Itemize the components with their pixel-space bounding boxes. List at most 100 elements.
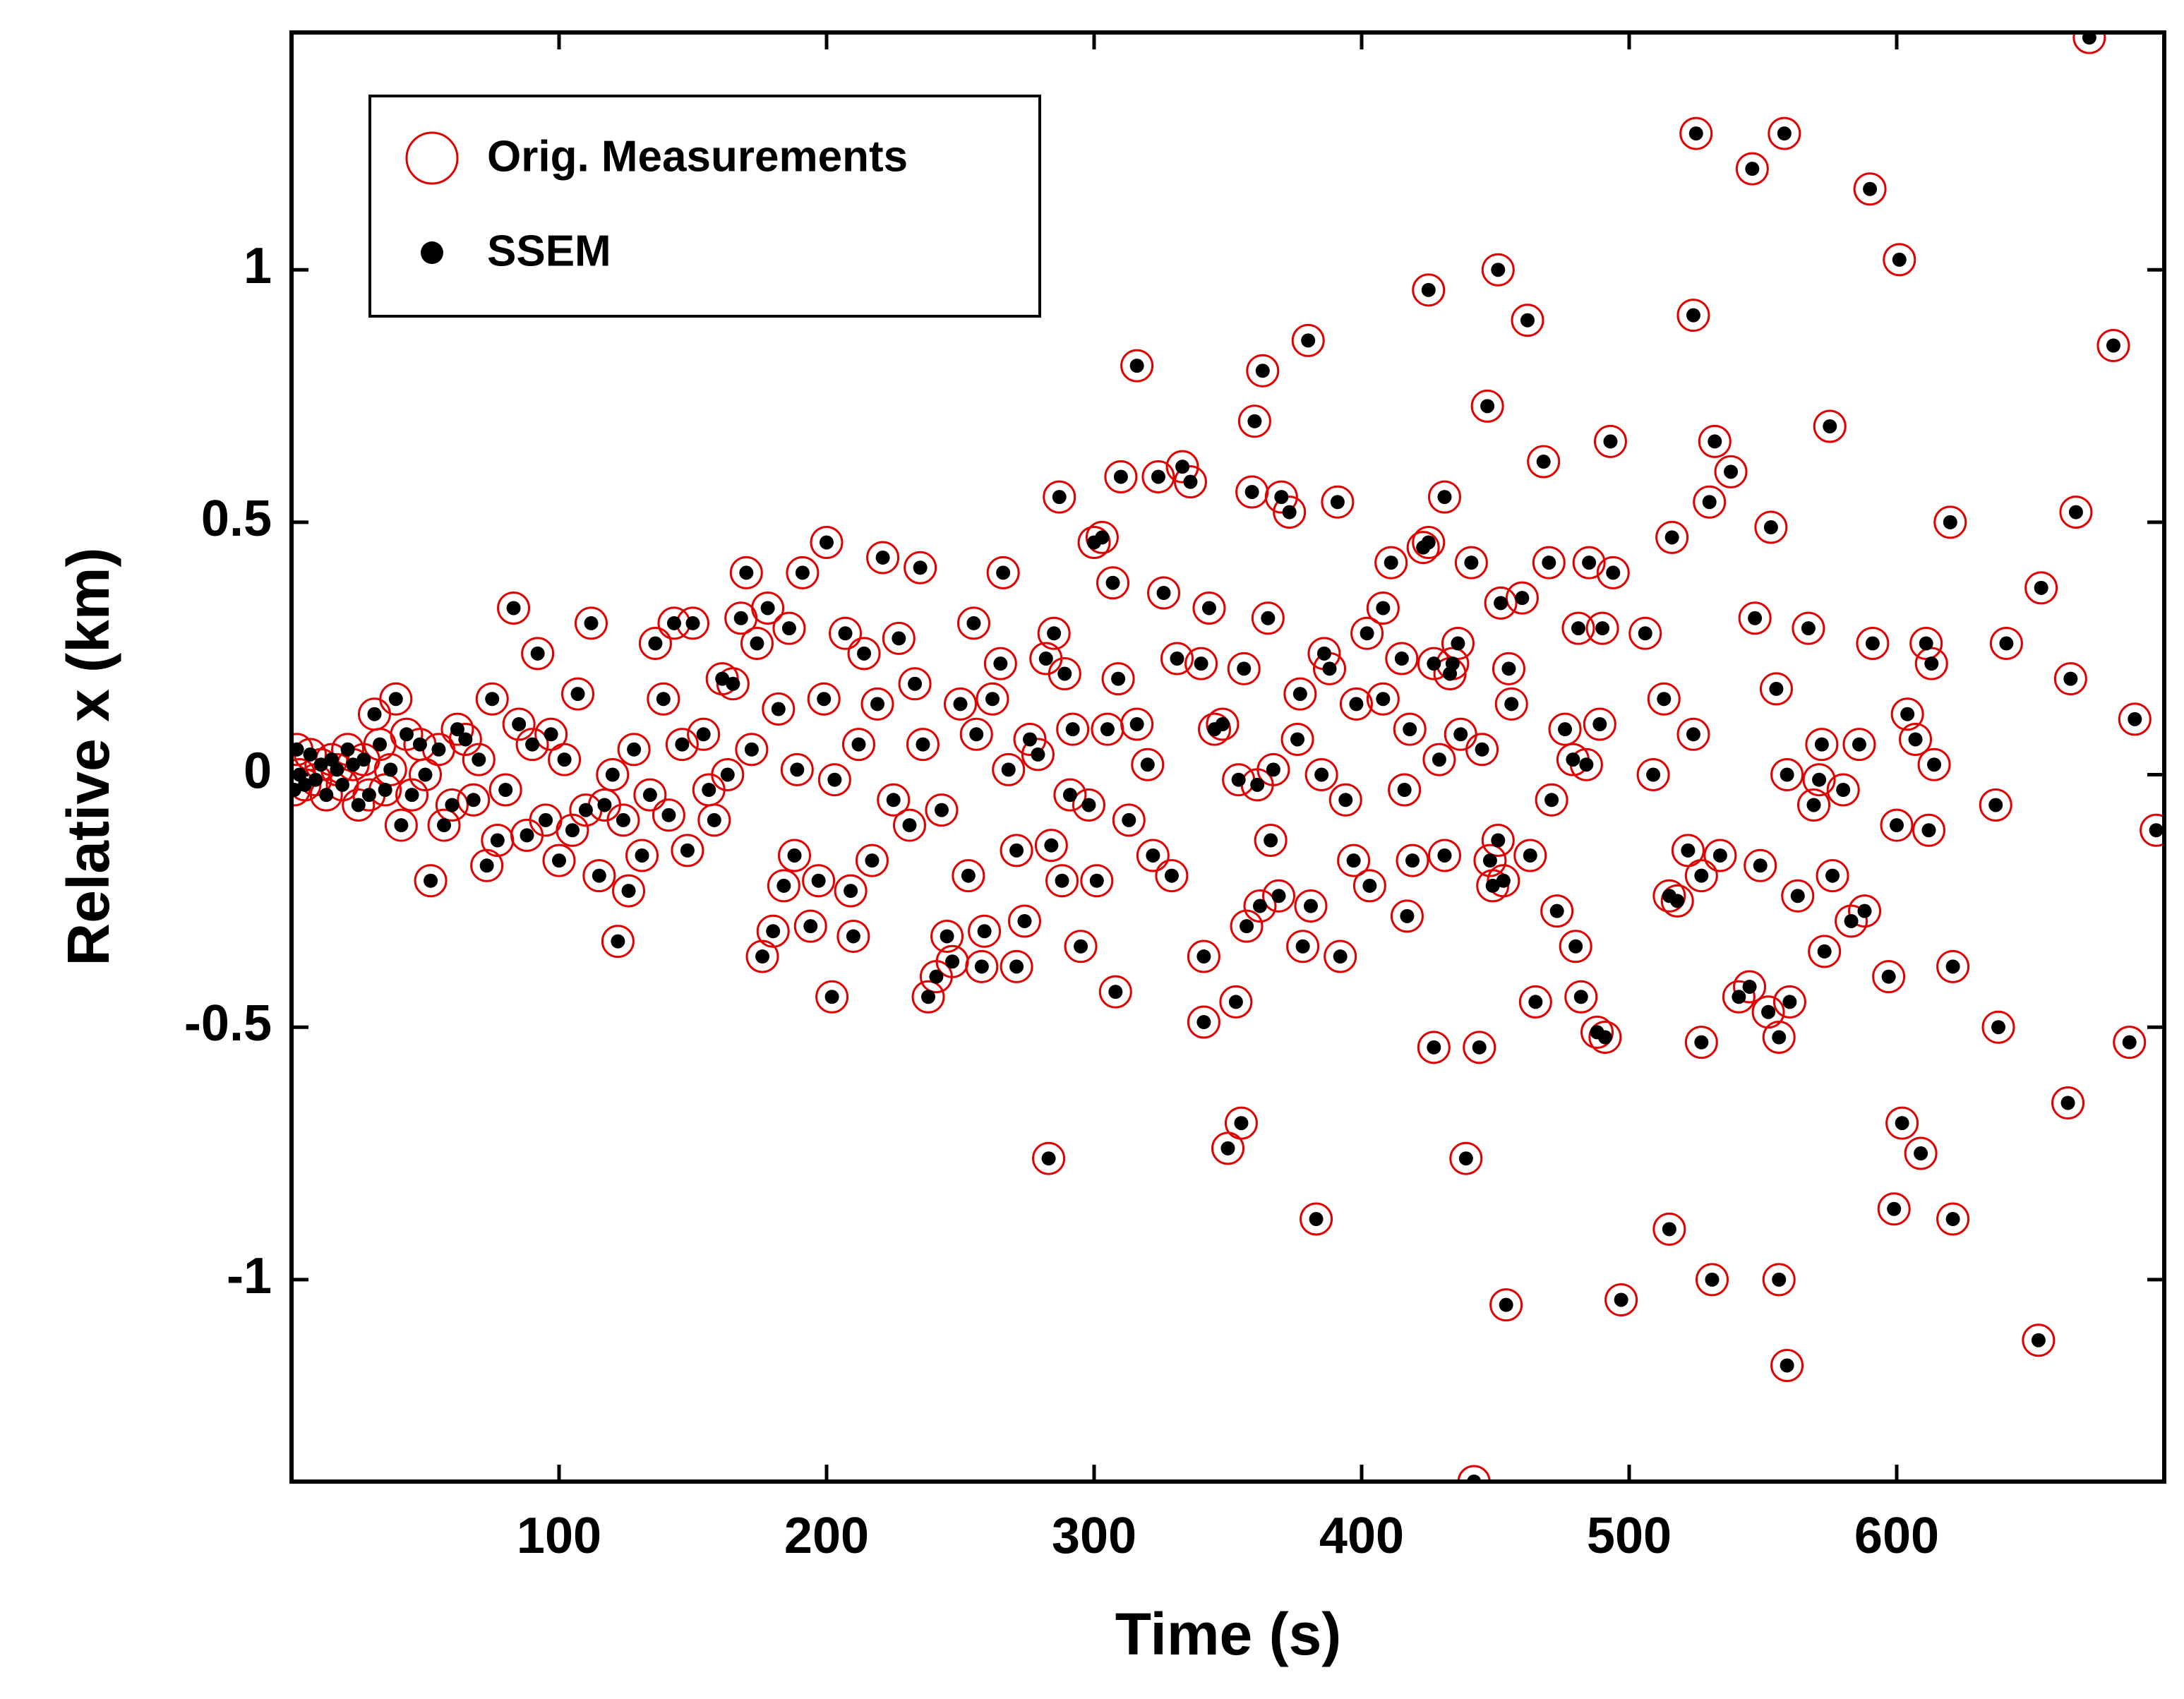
ssem-point	[445, 798, 460, 812]
measurement-point	[1131, 748, 1165, 781]
measurement-point	[384, 808, 418, 842]
measurement-point	[1324, 939, 1357, 973]
ssem-point	[1228, 995, 1243, 1009]
ssem-point	[2128, 712, 2142, 726]
ssem-point	[1769, 681, 1784, 696]
ssem-point	[512, 717, 527, 732]
ssem-point	[1895, 1116, 1909, 1131]
measurement-point	[1492, 652, 1525, 685]
ssem-point	[1349, 697, 1364, 712]
ssem-point	[1400, 908, 1415, 923]
measurement-point	[860, 687, 894, 721]
measurement-point	[1321, 485, 1355, 519]
measurement-point	[745, 939, 779, 973]
measurement-point	[1449, 1141, 1483, 1175]
ssem-point	[1047, 626, 1062, 641]
measurement-point	[497, 591, 531, 625]
ssem-point	[292, 782, 301, 797]
measurement-point	[481, 824, 515, 858]
ssem-point	[1290, 732, 1305, 747]
ssem-point	[1394, 652, 1409, 666]
ssem-point	[1292, 687, 1307, 702]
ssem-point	[875, 550, 890, 565]
ssem-point	[421, 241, 443, 264]
measurement-point	[2118, 702, 2152, 736]
measurement-point	[724, 601, 758, 635]
ssem-point	[1234, 1116, 1249, 1131]
ssem-point	[1231, 772, 1246, 787]
ssem-point	[1919, 636, 1933, 651]
ssem-point	[1017, 913, 1032, 928]
ssem-point	[1140, 757, 1155, 772]
measurement-point	[1989, 627, 2023, 661]
measurement-point	[1693, 485, 1727, 519]
ssem-point	[921, 990, 936, 1004]
ssem-point	[929, 969, 944, 984]
measurement-point	[582, 859, 616, 893]
ssem-point	[1044, 838, 1059, 853]
ssem-point	[1314, 767, 1329, 782]
ssem-point	[557, 752, 572, 767]
measurement-point	[1235, 475, 1269, 509]
measurement-point	[1885, 1106, 1919, 1140]
ssem-point	[1501, 661, 1516, 676]
ssem-point	[1360, 626, 1374, 641]
measurement-point	[1187, 939, 1220, 973]
ssem-point	[666, 616, 681, 630]
measurement-point	[2113, 1026, 2147, 1059]
ssem-point	[1817, 944, 1832, 959]
measurement-point	[815, 980, 849, 1014]
measurement-point	[1120, 349, 1154, 383]
ssem-point	[1999, 636, 2014, 651]
measurement-point	[1337, 844, 1371, 877]
ssem-point	[1694, 868, 1709, 883]
measurement-point	[930, 919, 964, 953]
ssem-point	[319, 788, 334, 803]
measurement-point	[671, 834, 704, 867]
ssem-point	[530, 646, 545, 661]
measurement-point	[462, 743, 496, 776]
ssem-point	[940, 929, 954, 944]
ssem-point	[1122, 812, 1136, 827]
ssem-point	[1485, 878, 1500, 893]
ssem-point	[953, 697, 968, 712]
measurement-point	[778, 839, 812, 872]
measurement-point	[1243, 889, 1277, 923]
measurement-point	[1286, 930, 1320, 963]
ssem-point	[1780, 1358, 1794, 1373]
ssem-point	[1250, 777, 1265, 792]
measurement-point	[457, 783, 491, 817]
measurement-point	[1096, 566, 1130, 600]
measurement-point	[2059, 496, 2093, 529]
ssem-point	[1568, 939, 1583, 954]
ssem-point	[820, 535, 834, 550]
ssem-point	[1686, 727, 1700, 742]
ssem-point	[1491, 263, 1506, 277]
measurement-point	[1593, 424, 1627, 458]
measurement-point	[1933, 505, 1967, 539]
ssem-point	[1681, 843, 1696, 858]
measurement-point	[1463, 1031, 1496, 1064]
ssem-point	[1812, 772, 1827, 787]
measurement-point	[1481, 824, 1515, 858]
ssem-point	[1945, 959, 1960, 974]
measurement-point	[1751, 995, 1785, 1029]
ssem-point	[1761, 1004, 1776, 1019]
measurement-point	[1388, 773, 1422, 807]
ssem-point	[811, 873, 826, 888]
ssem-point	[1464, 556, 1479, 570]
measurement-point	[1872, 960, 1906, 994]
ssem-point	[1712, 848, 1727, 863]
ssem-point	[974, 959, 989, 974]
measurement-point	[1917, 748, 1951, 781]
measurement-point	[1374, 546, 1408, 580]
ssem-point	[1566, 752, 1580, 767]
measurement-point	[1588, 1021, 1622, 1055]
measurement-point	[1246, 354, 1280, 388]
ssem-point	[1520, 313, 1535, 328]
measurement-point	[944, 687, 977, 721]
ssem-point	[1705, 1272, 1720, 1287]
ssem-point	[303, 747, 318, 762]
measurement-point	[1695, 1263, 1729, 1297]
